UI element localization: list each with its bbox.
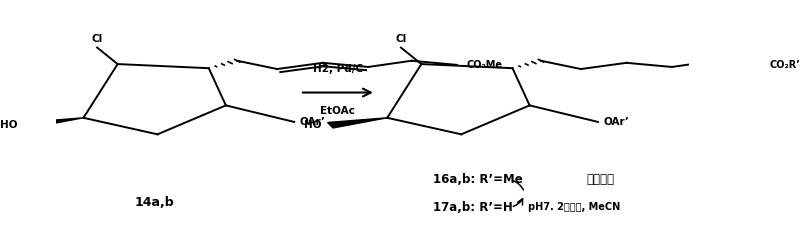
Text: 兔肝酯酶: 兔肝酯酶 [586,173,614,186]
Polygon shape [24,118,83,128]
Text: pH7. 2缓冲液, MeCN: pH7. 2缓冲液, MeCN [528,202,620,212]
Text: H2, Pd/C: H2, Pd/C [313,64,363,74]
Text: Cl: Cl [91,34,102,44]
Text: 14a,b: 14a,b [134,196,174,209]
Text: Cl: Cl [395,34,406,44]
Text: CO₂R’: CO₂R’ [770,60,800,70]
Text: EtOAc: EtOAc [321,106,355,116]
Text: OAr’: OAr’ [300,117,326,127]
Text: HO: HO [304,120,321,130]
Text: CO₂Me: CO₂Me [466,60,502,70]
Polygon shape [327,118,387,128]
Text: HO: HO [0,120,18,130]
Text: OAr’: OAr’ [604,117,630,127]
Text: 17a,b: R’=H: 17a,b: R’=H [433,201,513,214]
Text: 16a,b: R’=Me: 16a,b: R’=Me [433,173,522,186]
